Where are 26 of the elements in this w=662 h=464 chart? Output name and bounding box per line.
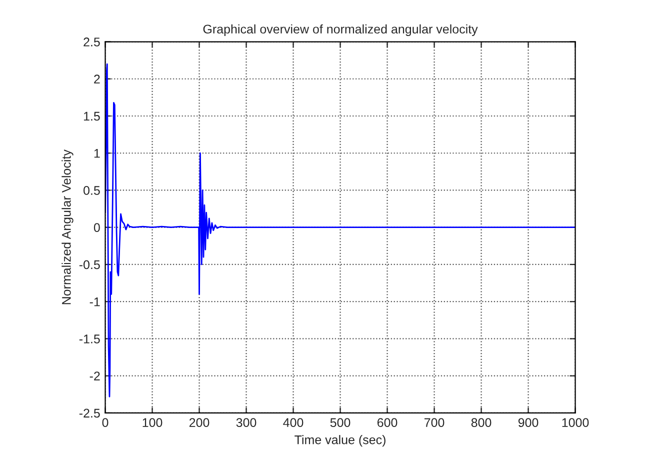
x-tick-label: 900 [518, 418, 538, 428]
x-tick-label: 300 [236, 418, 256, 428]
x-tick-label: 100 [142, 418, 162, 428]
line-series [105, 63, 576, 398]
y-tick-label: -1 [90, 298, 100, 306]
y-axis-title: Normalized Angular Velocity [62, 150, 74, 304]
y-tick-label: -2 [90, 372, 100, 380]
x-tick-label: 200 [189, 418, 210, 428]
y-tick-label: -1.5 [79, 334, 100, 344]
y-tick-label: -0.5 [79, 260, 100, 270]
y-tick-label: -2.5 [79, 408, 100, 418]
x-tick-label: 0 [102, 418, 108, 428]
x-tick-label: 700 [424, 418, 444, 428]
chart-title: Graphical overview of normalized angular velocity [203, 24, 478, 36]
x-tick-label: 800 [471, 418, 492, 428]
y-tick-label: 1.5 [84, 112, 100, 121]
x-tick-label: 1000 [562, 418, 589, 428]
y-tick-label: 0.5 [84, 186, 100, 195]
x-axis-title: Time value (sec) [294, 435, 386, 447]
x-tick-label: 600 [377, 418, 398, 428]
x-tick-label: 500 [330, 418, 350, 428]
y-tick-label: 1 [94, 149, 100, 158]
x-tick-label: 400 [283, 418, 304, 428]
y-tick-label: 2.5 [84, 38, 100, 46]
y-tick-label: 0 [94, 223, 100, 232]
y-tick-label: 2 [94, 74, 100, 84]
